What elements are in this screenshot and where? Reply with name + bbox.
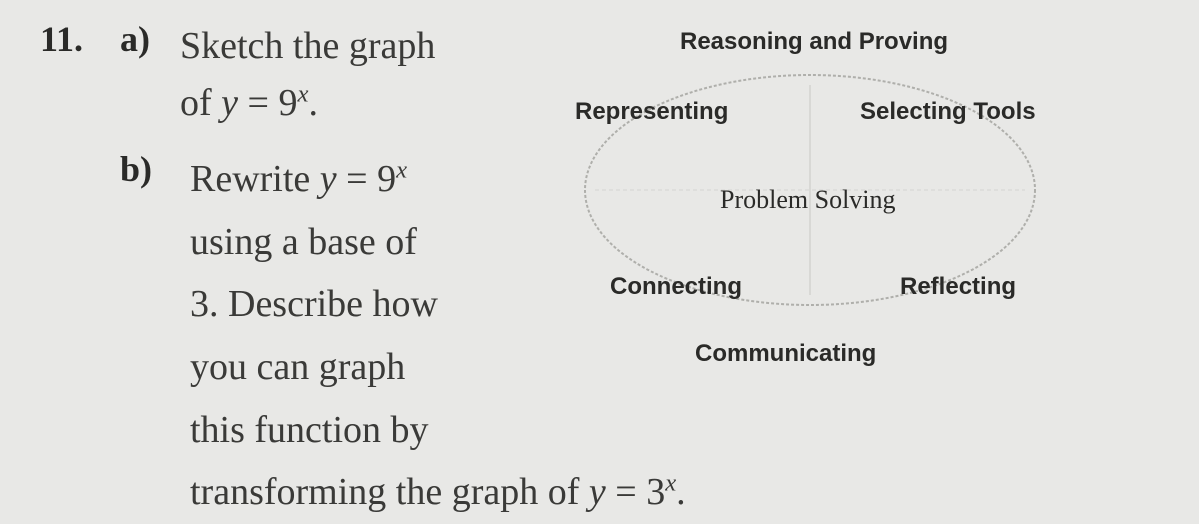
part-a-eq-eq: = 9 [238,82,297,124]
part-b-line3: 3. Describe how [190,283,438,325]
diagram-label-bottom-left: Connecting [610,273,742,301]
page-container: 11. a) Sketch the graph of y = 9x. b) Re… [0,0,1199,522]
part-b-line6-var: y [589,471,606,513]
diagram-label-bottom-right: Reflecting [900,273,1016,301]
part-a-label: a) [120,18,150,60]
part-b-line4: you can graph [190,346,405,388]
diagram-label-left: Representing [575,98,728,126]
part-b-line1-prefix: Rewrite [190,158,320,200]
part-a-eq-end: . [308,82,318,124]
part-b-line1-exp: x [396,156,407,183]
part-a-line2-prefix: of [180,82,221,124]
part-b-line2: using a base of [190,221,417,263]
part-a-eq-var: y [221,82,238,124]
part-b-line6-eq: = 3 [606,471,665,513]
part-b-line6-exp: x [665,470,676,497]
question-number: 11. [40,18,83,60]
diagram-label-right: Selecting Tools [860,98,1036,126]
part-b-line6-prefix: transforming the graph of [190,471,589,513]
part-a-line1: Sketch the graph [180,25,435,67]
diagram-label-center: Problem Solving [720,185,896,215]
part-b-line1-var: y [320,158,337,200]
part-b-line1-eq: = 9 [337,158,396,200]
part-a-text: Sketch the graph of y = 9x. [180,18,580,132]
problem-solving-diagram: Reasoning and Proving Representing Selec… [580,20,1040,380]
diagram-label-bottom: Communicating [695,340,876,368]
part-b-line5: this function by [190,409,429,451]
diagram-label-top: Reasoning and Proving [680,28,948,56]
part-a-eq-exp: x [297,80,308,107]
part-b-line6-end: . [676,471,686,513]
part-b-label: b) [120,148,152,190]
